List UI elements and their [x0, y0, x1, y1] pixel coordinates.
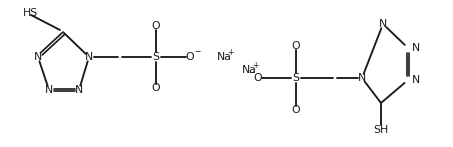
Text: O: O [292, 105, 300, 115]
Text: O: O [152, 21, 160, 31]
Text: N: N [358, 73, 366, 83]
Text: N: N [379, 19, 387, 29]
Text: Na: Na [242, 65, 257, 75]
Text: +: + [252, 61, 258, 70]
Text: S: S [153, 52, 159, 62]
Text: −: − [194, 47, 200, 56]
Text: O: O [186, 52, 194, 62]
Text: SH: SH [373, 125, 389, 135]
Text: N: N [412, 75, 420, 85]
Text: O: O [254, 73, 262, 83]
Text: +: + [227, 47, 233, 56]
Text: N: N [75, 85, 83, 95]
Text: O: O [292, 41, 300, 51]
Text: N: N [45, 85, 53, 95]
Text: S: S [293, 73, 299, 83]
Text: −: − [248, 69, 254, 77]
Text: HS: HS [23, 8, 38, 18]
Text: O: O [152, 83, 160, 93]
Text: Na: Na [217, 52, 232, 62]
Text: N: N [412, 43, 420, 53]
Text: N: N [85, 52, 93, 62]
Text: N: N [34, 52, 42, 62]
